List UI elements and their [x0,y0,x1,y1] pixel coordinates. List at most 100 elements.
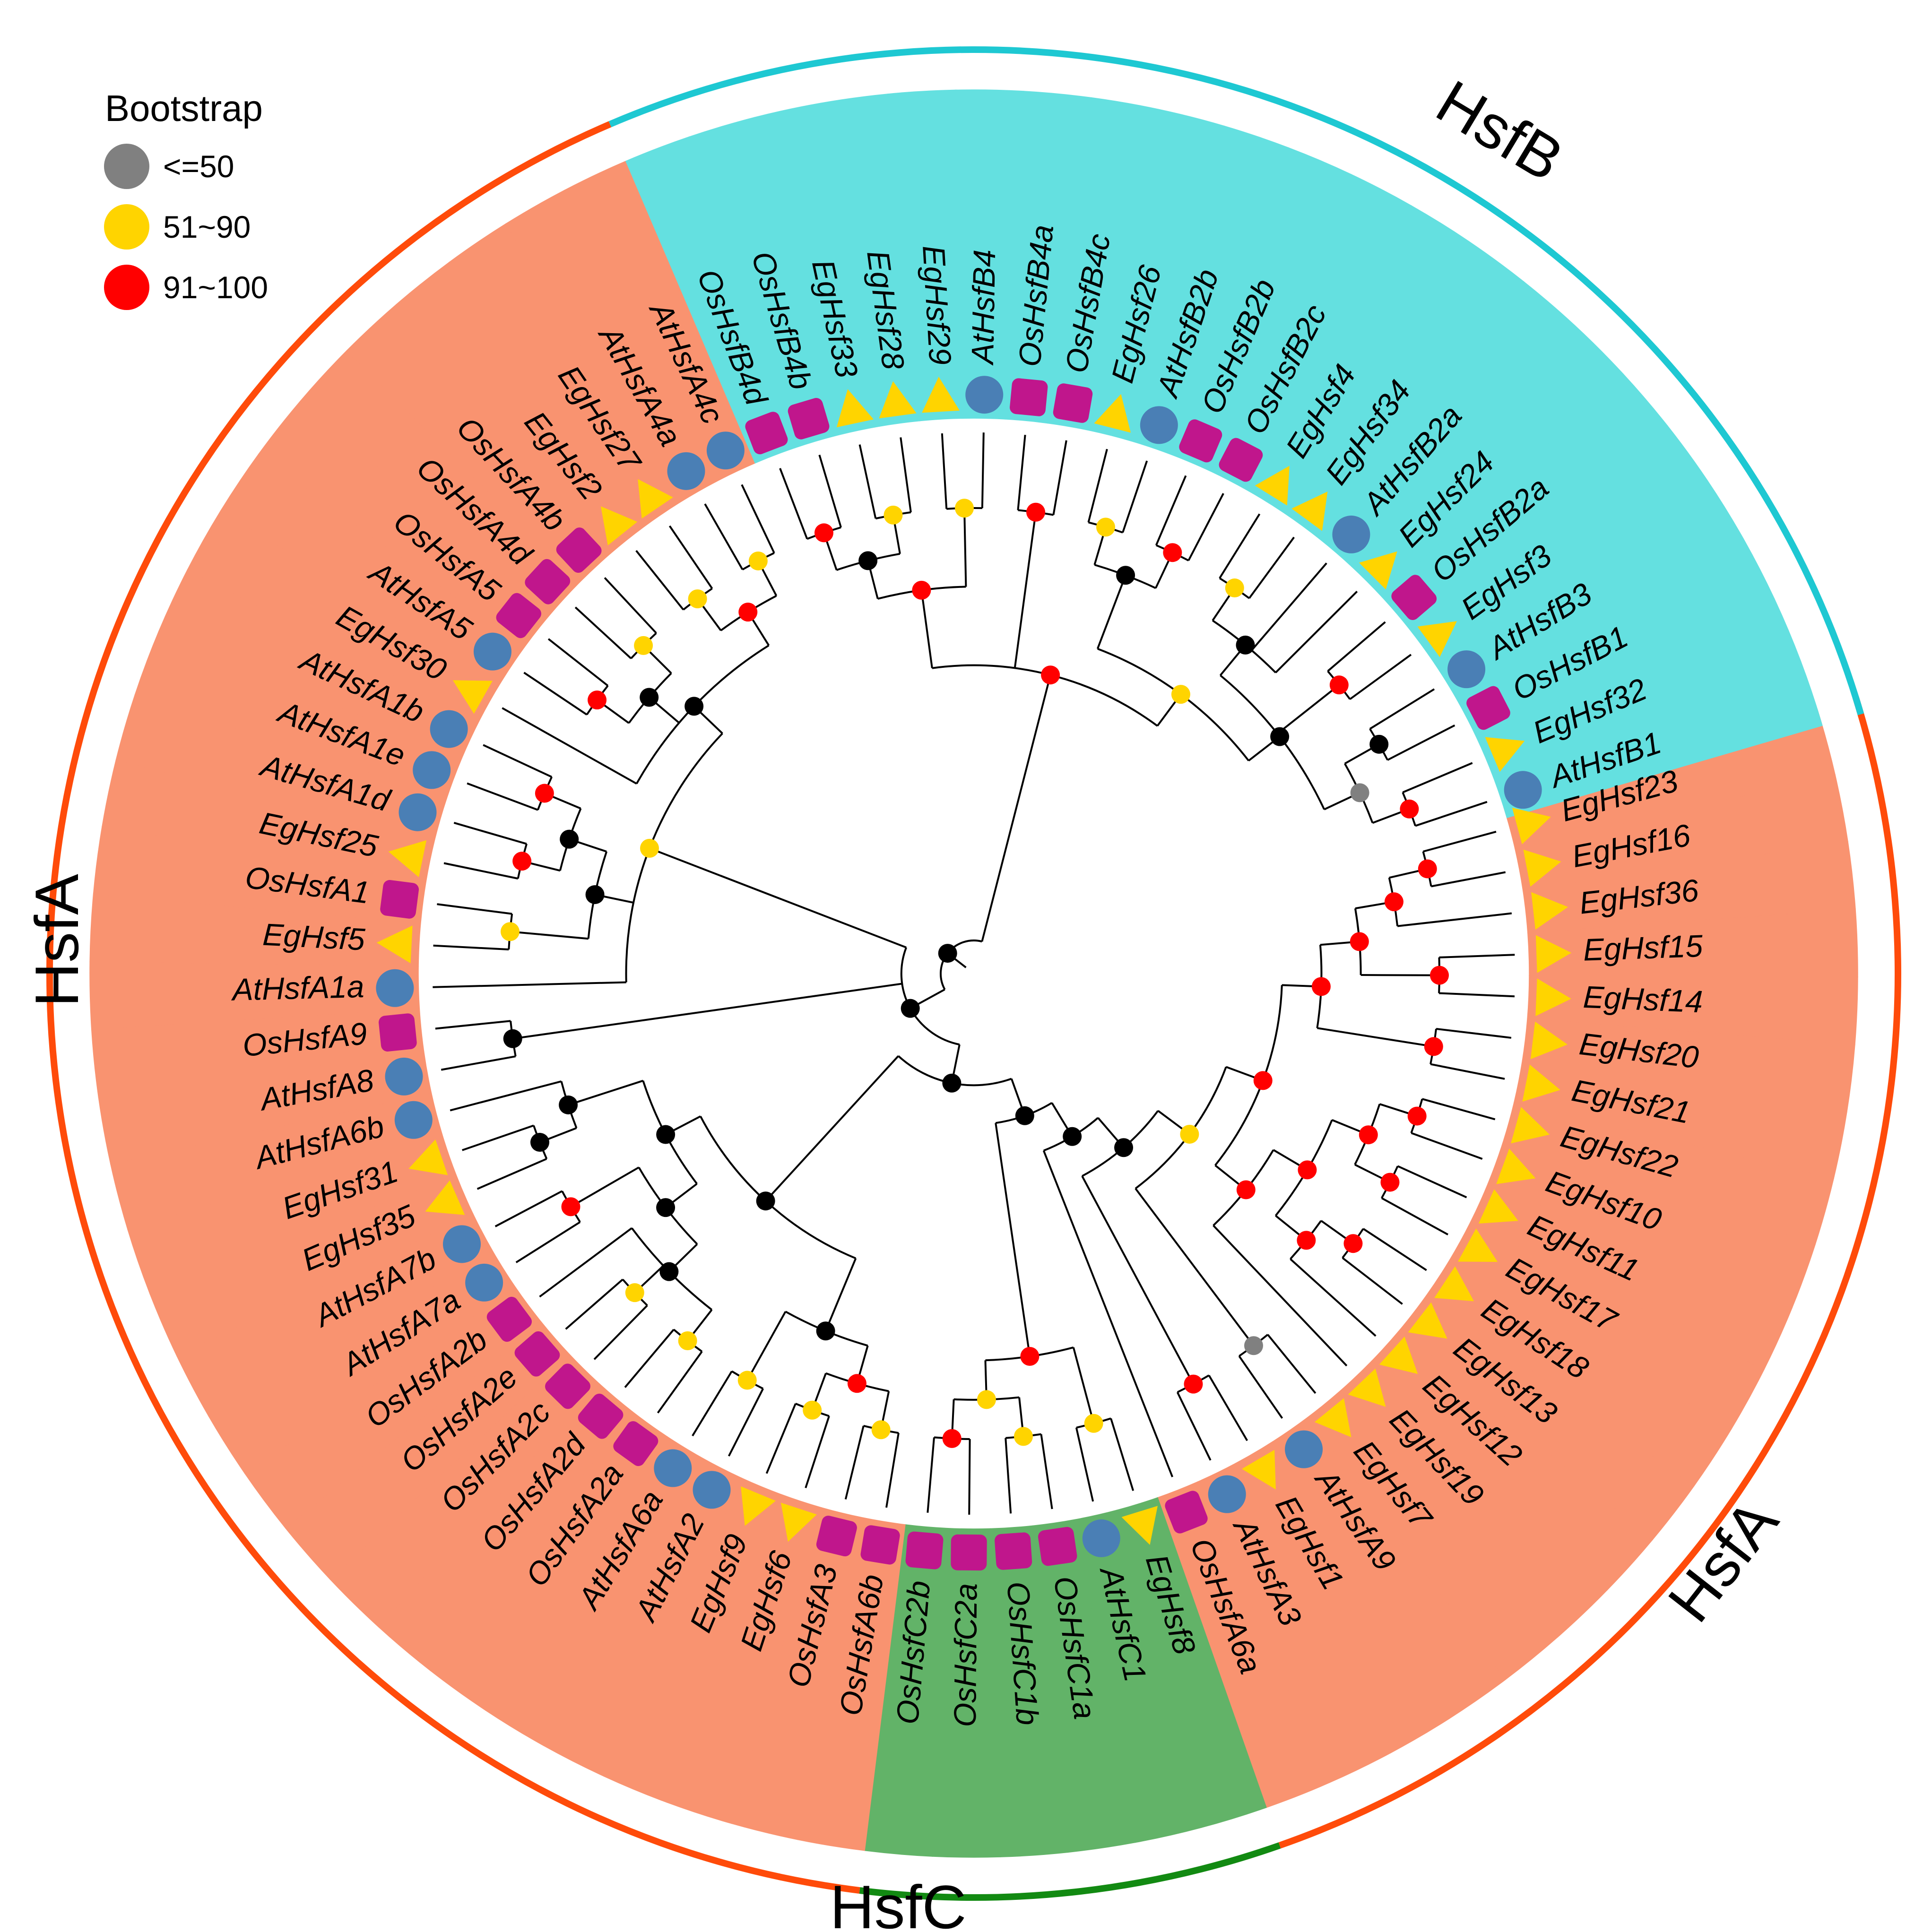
bootstrap-node [634,636,653,655]
branch-line [1042,1150,1174,1477]
marker-eg-EgHsf1 [1242,1449,1276,1490]
bootstrap-node [938,944,957,963]
legend-swatch-high [104,265,149,310]
marker-at-AtHsfC1 [1082,1519,1120,1557]
bootstrap-node [1184,1374,1203,1394]
branch-line [441,1055,516,1071]
branch-line [1052,440,1067,515]
branch-line [728,1388,764,1457]
branch-line [927,1437,935,1513]
marker-eg-EgHsf6 [780,1502,817,1542]
marker-eg-EgHsf21 [1522,1064,1560,1102]
bootstrap-node [561,1197,580,1216]
branch-line [844,1425,865,1500]
branch-line [437,903,512,915]
bootstrap-node [656,1125,676,1144]
branch-line [453,822,527,845]
marker-os-OsHsfA4b [556,527,602,573]
branch-line [483,744,553,778]
branch-line [1381,1197,1448,1236]
leaf-label-AtHsfA1a: AtHsfA1a [230,969,365,1007]
bootstrap-node [1343,1234,1363,1253]
branch-line [1387,724,1455,761]
branch-line [624,1328,675,1388]
bootstrap-node [559,1095,578,1114]
marker-eg-EgHsf5 [376,925,413,964]
branch-line [565,1278,624,1330]
bootstrap-node [560,829,579,849]
bootstrap-node [1020,1347,1039,1366]
bootstrap-node [588,690,607,710]
bootstrap-node [858,551,878,570]
bootstrap-node [1180,1124,1199,1144]
class-arc-hsfc [859,1842,1281,1901]
branch-line [502,707,637,785]
branch-line [900,437,912,513]
bootstrap-node [535,784,554,803]
branch-line [981,674,1052,942]
bootstrap-node [1244,1336,1263,1355]
marker-eg-EgHsf13 [1408,1302,1447,1339]
marker-at-AtHsfA9 [1285,1430,1323,1468]
bootstrap-node [1015,1106,1034,1125]
branch-line [995,1122,1031,1357]
marker-at-AtHsfA7b [442,1225,481,1263]
marker-os-OsHsfA1 [380,880,419,919]
leaf-label-AtHsfB4: AtHsfB4 [965,249,1002,366]
branch-line [692,1371,733,1437]
marker-eg-EgHsf3 [1417,621,1457,657]
marker-os-OsHsfA3 [816,1516,857,1557]
bootstrap-node [847,1374,866,1393]
marker-eg-EgHsf30 [452,680,493,714]
leaf-label-EgHsf5: EgHsf5 [262,917,366,957]
marker-eg-EgHsf9 [741,1486,776,1526]
marker-eg-EgHsf4 [1255,466,1290,506]
bootstrap-legend: Bootstrap <=50 51~90 91~100 [104,87,268,310]
legend-title: Bootstrap [105,87,263,129]
branch-line [1238,1355,1283,1419]
marker-eg-EgHsf2 [600,506,638,546]
marker-eg-EgHsf27 [638,479,673,519]
marker-os-OsHsfB4a [1010,378,1048,416]
branch-line [1439,992,1515,998]
bootstrap-node [1298,1160,1317,1180]
bootstrap-node [1350,932,1369,951]
branch-line [1122,460,1148,533]
class-label-hsfc: HsfC [830,1872,967,1932]
marker-eg-EgHsf26 [1094,394,1131,433]
marker-at-AtHsfB2a [1332,515,1370,553]
branch-line [1248,536,1295,599]
marker-eg-EgHsf34 [1291,492,1328,531]
bootstrap-node [1114,1138,1134,1157]
branch-line [604,577,657,634]
branch-line [547,638,609,687]
marker-os-OsHsfA4d [525,559,571,604]
class-label-hsfa-left: HsfA [22,874,91,1007]
branch-line [765,1403,797,1474]
leaf-label-OsHsfC2a: OsHsfC2a [947,1583,984,1727]
leaf-label-EgHsf15: EgHsf15 [1583,928,1704,967]
marker-at-AtHsfA1a [376,969,414,1007]
marker-eg-EgHsf29 [922,377,960,413]
bootstrap-node [640,838,659,858]
bootstrap-node [737,1371,757,1390]
branch-line [1075,1427,1094,1502]
bootstrap-node [1380,1173,1400,1192]
bootstrap-node [1163,543,1182,562]
marker-at-AtHsfA6a [654,1449,692,1487]
branch-line [1072,1347,1095,1424]
branch-line [1251,562,1327,651]
bootstrap-node [955,499,974,518]
marker-os-OsHsfB2a [1391,575,1437,620]
bootstrap-node [656,1198,676,1217]
marker-eg-EgHsf33 [836,389,874,428]
bootstrap-node [816,1321,835,1341]
marker-at-AtHsfB3 [1447,650,1486,689]
tree-branches [433,432,1515,1515]
bootstrap-node [501,922,520,941]
branch-line [963,508,967,587]
bootstrap-node [748,551,768,570]
marker-at-AtHsfA3 [1208,1475,1246,1513]
clade-sector-AtHsfB1 [1493,660,1823,819]
branch-line [858,444,877,519]
